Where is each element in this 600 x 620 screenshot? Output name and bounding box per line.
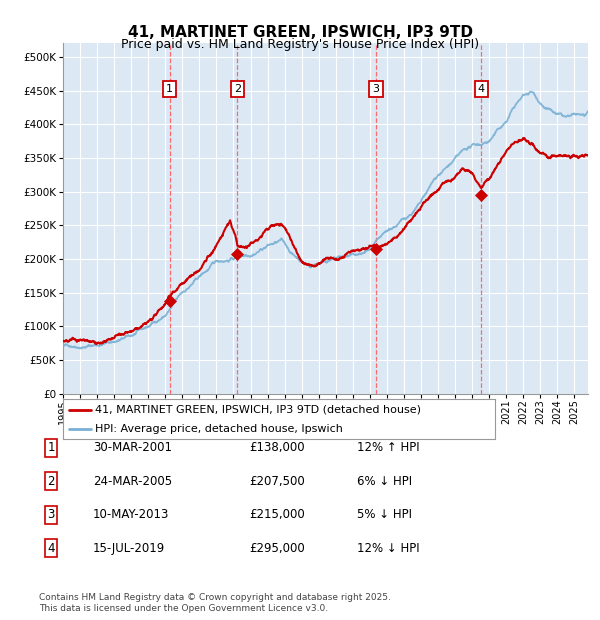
Text: 12% ↓ HPI: 12% ↓ HPI (357, 542, 419, 554)
Text: 1: 1 (47, 441, 55, 454)
Text: 4: 4 (478, 84, 485, 94)
Text: £138,000: £138,000 (249, 441, 305, 454)
Text: 5% ↓ HPI: 5% ↓ HPI (357, 508, 412, 521)
Text: 2: 2 (47, 475, 55, 487)
Text: 41, MARTINET GREEN, IPSWICH, IP3 9TD: 41, MARTINET GREEN, IPSWICH, IP3 9TD (128, 25, 473, 40)
Text: 2: 2 (234, 84, 241, 94)
Text: 10-MAY-2013: 10-MAY-2013 (93, 508, 169, 521)
Text: 24-MAR-2005: 24-MAR-2005 (93, 475, 172, 487)
Text: 41, MARTINET GREEN, IPSWICH, IP3 9TD (detached house): 41, MARTINET GREEN, IPSWICH, IP3 9TD (de… (95, 404, 421, 415)
Text: HPI: Average price, detached house, Ipswich: HPI: Average price, detached house, Ipsw… (95, 424, 343, 434)
Text: 1: 1 (166, 84, 173, 94)
Text: Price paid vs. HM Land Registry's House Price Index (HPI): Price paid vs. HM Land Registry's House … (121, 38, 479, 51)
Text: 12% ↑ HPI: 12% ↑ HPI (357, 441, 419, 454)
Text: £295,000: £295,000 (249, 542, 305, 554)
Text: 15-JUL-2019: 15-JUL-2019 (93, 542, 165, 554)
Text: £215,000: £215,000 (249, 508, 305, 521)
Text: 3: 3 (373, 84, 379, 94)
Text: 30-MAR-2001: 30-MAR-2001 (93, 441, 172, 454)
Text: 6% ↓ HPI: 6% ↓ HPI (357, 475, 412, 487)
Text: 4: 4 (47, 542, 55, 554)
Text: 3: 3 (47, 508, 55, 521)
Text: £207,500: £207,500 (249, 475, 305, 487)
Text: Contains HM Land Registry data © Crown copyright and database right 2025.
This d: Contains HM Land Registry data © Crown c… (39, 593, 391, 613)
